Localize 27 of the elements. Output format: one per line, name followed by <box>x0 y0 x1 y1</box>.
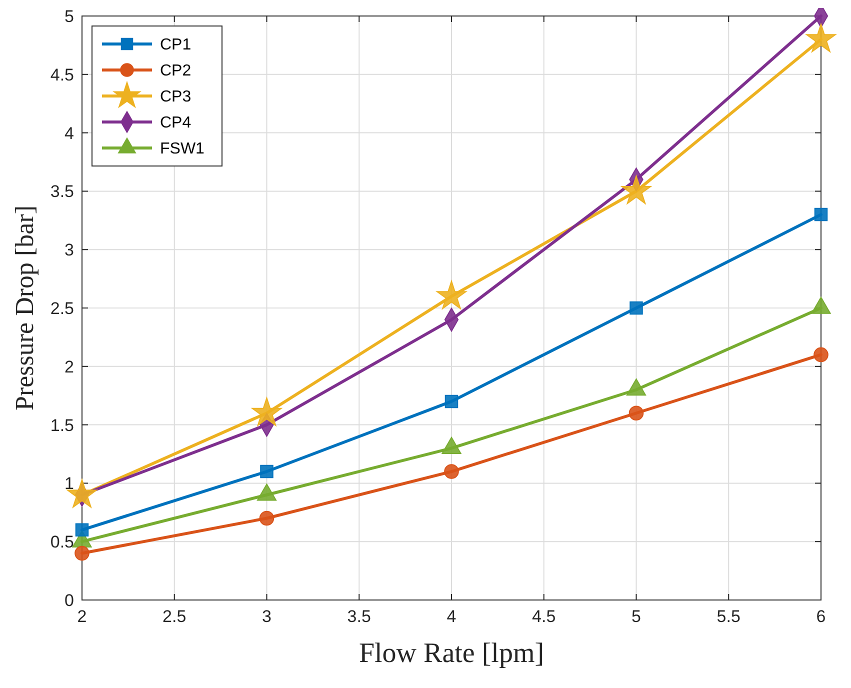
y-axis-title: Pressure Drop [bar] <box>10 205 39 411</box>
x-axis-title: Flow Rate [lpm] <box>358 638 544 669</box>
x-tick-label: 5.5 <box>716 607 740 626</box>
y-tick-label: 1.5 <box>50 416 74 435</box>
y-tick-label: 2.5 <box>50 298 74 318</box>
x-tick-label: 2 <box>77 607 87 626</box>
x-tick-label: 5 <box>632 607 641 626</box>
x-tick-label: 3.5 <box>347 607 371 626</box>
y-tick-label: 0 <box>64 590 74 610</box>
x-tick-label: 4 <box>446 607 456 626</box>
y-tick-label: 3.5 <box>50 182 74 202</box>
legend-label: CP2 <box>160 62 192 80</box>
x-tick-label: 2.5 <box>162 607 186 626</box>
y-tick-label: 2 <box>64 357 74 376</box>
legend-label: CP3 <box>160 88 192 106</box>
y-tick-label: 1 <box>64 474 74 494</box>
y-tick-label: 5 <box>64 6 74 26</box>
y-tick-label: 3 <box>64 240 74 260</box>
y-tick-label: 4 <box>64 124 74 143</box>
x-tick-label: 4.5 <box>532 607 556 626</box>
legend-label: FSW1 <box>160 140 205 158</box>
x-tick-label: 6 <box>816 607 826 626</box>
legend-label: CP4 <box>160 114 192 132</box>
x-tick-label: 3 <box>262 607 272 626</box>
legend-label: CP1 <box>160 36 192 54</box>
y-tick-label: 4.5 <box>50 65 74 84</box>
y-tick-label: 0.5 <box>50 532 74 552</box>
